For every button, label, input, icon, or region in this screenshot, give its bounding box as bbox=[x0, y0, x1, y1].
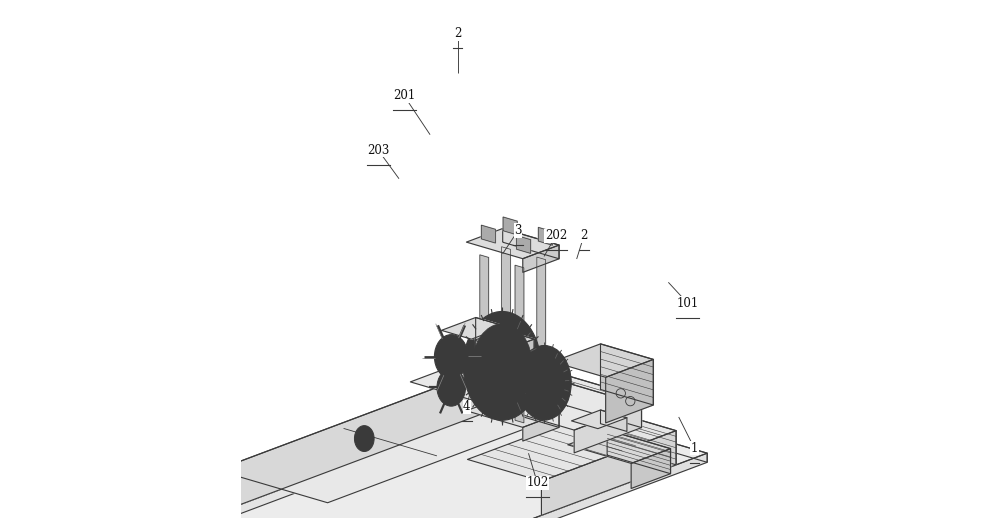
Polygon shape bbox=[441, 318, 506, 339]
Text: 101: 101 bbox=[676, 296, 699, 310]
Ellipse shape bbox=[446, 350, 456, 363]
Circle shape bbox=[518, 359, 526, 366]
Ellipse shape bbox=[536, 371, 553, 395]
Polygon shape bbox=[568, 430, 671, 464]
Polygon shape bbox=[506, 339, 534, 382]
Polygon shape bbox=[538, 227, 552, 245]
Text: 3: 3 bbox=[514, 224, 522, 237]
Ellipse shape bbox=[517, 346, 571, 420]
Text: 4: 4 bbox=[463, 400, 471, 413]
Polygon shape bbox=[410, 357, 642, 430]
Polygon shape bbox=[502, 247, 510, 405]
Text: 2: 2 bbox=[454, 27, 461, 40]
Ellipse shape bbox=[463, 311, 541, 420]
Polygon shape bbox=[523, 245, 559, 272]
Polygon shape bbox=[475, 330, 534, 350]
Text: 1: 1 bbox=[691, 441, 698, 455]
Polygon shape bbox=[503, 228, 559, 259]
Text: 2: 2 bbox=[580, 229, 588, 242]
Polygon shape bbox=[571, 410, 627, 429]
Polygon shape bbox=[502, 330, 534, 371]
Polygon shape bbox=[574, 405, 642, 453]
Polygon shape bbox=[517, 236, 531, 253]
Polygon shape bbox=[537, 257, 546, 414]
Ellipse shape bbox=[354, 426, 374, 452]
Polygon shape bbox=[466, 397, 559, 427]
Polygon shape bbox=[600, 344, 653, 405]
Text: 203: 203 bbox=[367, 143, 389, 157]
Polygon shape bbox=[211, 399, 522, 518]
Polygon shape bbox=[217, 359, 623, 503]
Polygon shape bbox=[211, 399, 707, 518]
Polygon shape bbox=[503, 397, 559, 427]
Polygon shape bbox=[503, 217, 517, 235]
Polygon shape bbox=[522, 399, 707, 462]
Ellipse shape bbox=[472, 324, 532, 408]
Ellipse shape bbox=[524, 355, 564, 411]
Polygon shape bbox=[541, 430, 676, 515]
Polygon shape bbox=[606, 359, 653, 423]
Polygon shape bbox=[600, 410, 627, 431]
Polygon shape bbox=[480, 255, 489, 412]
Text: 202: 202 bbox=[545, 229, 567, 242]
Polygon shape bbox=[607, 430, 671, 473]
Polygon shape bbox=[481, 225, 495, 243]
Ellipse shape bbox=[359, 431, 370, 447]
Text: 201: 201 bbox=[393, 89, 415, 103]
Ellipse shape bbox=[437, 369, 466, 406]
Polygon shape bbox=[476, 318, 506, 366]
Ellipse shape bbox=[434, 335, 468, 379]
Polygon shape bbox=[602, 409, 676, 465]
Polygon shape bbox=[512, 359, 623, 435]
Ellipse shape bbox=[489, 347, 516, 385]
Polygon shape bbox=[466, 228, 559, 258]
Polygon shape bbox=[217, 359, 512, 513]
Polygon shape bbox=[523, 414, 559, 441]
Ellipse shape bbox=[440, 342, 462, 371]
Text: 102: 102 bbox=[526, 476, 548, 490]
Ellipse shape bbox=[442, 376, 461, 399]
Polygon shape bbox=[478, 357, 642, 428]
Polygon shape bbox=[631, 449, 671, 488]
Polygon shape bbox=[515, 265, 524, 423]
Polygon shape bbox=[211, 515, 396, 518]
Polygon shape bbox=[396, 453, 707, 518]
Polygon shape bbox=[467, 409, 676, 481]
Polygon shape bbox=[553, 344, 653, 377]
